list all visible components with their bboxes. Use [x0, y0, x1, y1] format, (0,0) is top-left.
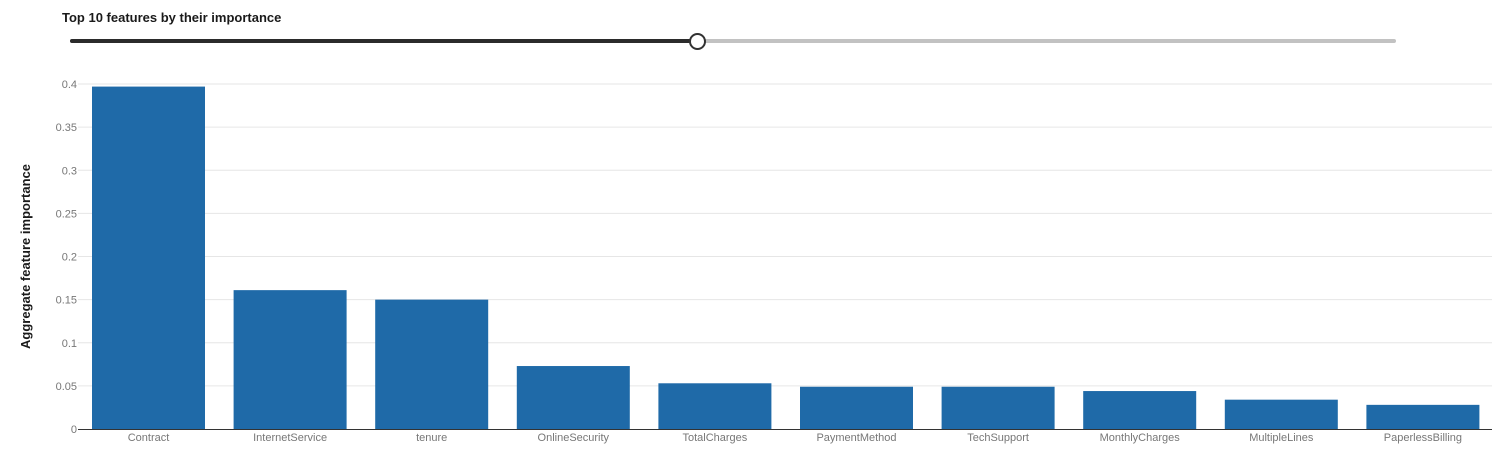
x-tick-label: PaymentMethod	[816, 432, 896, 444]
y-tick-label: 0.15	[56, 295, 77, 307]
bar-multiplelines[interactable]	[1224, 399, 1338, 429]
y-tick-label: 0.25	[56, 208, 77, 220]
x-tick-label: TechSupport	[967, 432, 1029, 444]
slider-title: Top 10 features by their importance	[62, 10, 282, 25]
bar-tenure[interactable]	[375, 299, 489, 429]
y-tick-label: 0.2	[62, 252, 77, 264]
y-tick-label: 0.1	[62, 338, 77, 350]
x-tick-label: MonthlyCharges	[1100, 432, 1181, 444]
slider-fill	[70, 39, 698, 43]
x-tick-label: MultipleLines	[1249, 432, 1314, 444]
y-axis-label: Aggregate feature importance	[18, 164, 33, 349]
x-tick-label: OnlineSecurity	[538, 432, 610, 444]
y-axis-ticks: 0 0.05 0.1 0.15 0.2 0.25 0.3 0.35 0.4	[56, 79, 77, 436]
y-tick-label: 0.3	[62, 165, 77, 177]
bar-internetservice[interactable]	[233, 290, 347, 429]
bar-onlinesecurity[interactable]	[516, 366, 630, 429]
top-k-features-slider[interactable]	[70, 30, 1396, 52]
y-tick-label: 0.4	[62, 79, 77, 91]
slider-thumb[interactable]	[689, 33, 707, 50]
x-tick-label: TotalCharges	[682, 432, 747, 444]
slider-rail[interactable]	[70, 39, 1396, 43]
bar-totalcharges[interactable]	[658, 383, 772, 429]
bar-paperlessbilling[interactable]	[1366, 404, 1480, 429]
x-tick-label: tenure	[416, 432, 447, 444]
x-tick-label: PaperlessBilling	[1384, 432, 1462, 444]
bar-techsupport[interactable]	[941, 386, 1055, 429]
x-tick-label: InternetService	[253, 432, 327, 444]
x-axis-ticks: Contract InternetService tenure OnlineSecur…	[128, 432, 1462, 444]
y-tick-label: 0	[71, 424, 77, 436]
x-tick-label: Contract	[128, 432, 170, 444]
bar-monthlycharges[interactable]	[1083, 391, 1197, 429]
y-tick-label: 0.05	[56, 381, 77, 393]
y-tick-label: 0.35	[56, 122, 77, 134]
bars	[92, 86, 1480, 430]
bar-contract[interactable]	[92, 86, 205, 430]
bar-paymentmethod[interactable]	[800, 386, 913, 429]
